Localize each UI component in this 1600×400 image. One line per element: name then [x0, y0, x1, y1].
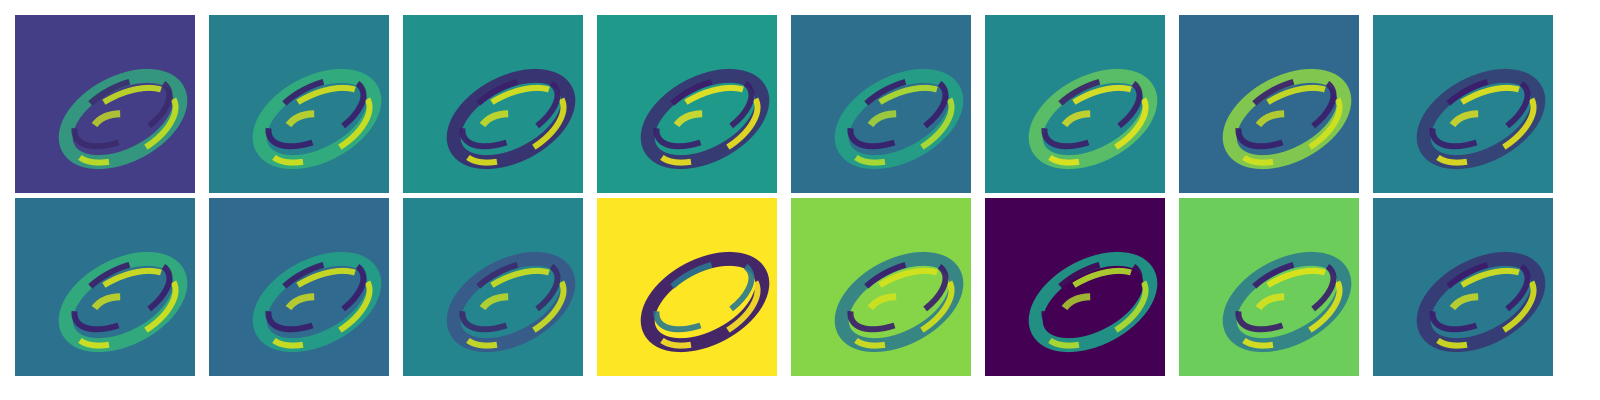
feature-map-image [791, 15, 971, 193]
digit-stroke [640, 68, 770, 170]
feature-map-14 [985, 198, 1165, 376]
feature-map-image [985, 198, 1165, 376]
feature-map-image [209, 15, 389, 193]
feature-map-6 [985, 15, 1165, 193]
feature-map-image [1373, 198, 1553, 376]
feature-map-image [1179, 15, 1359, 193]
feature-map-image [15, 198, 195, 376]
digit-stroke [252, 251, 382, 353]
digit-stroke [640, 251, 770, 353]
digit-stroke [834, 68, 964, 170]
feature-map-13 [791, 198, 971, 376]
digit-stroke [1416, 251, 1546, 353]
digit-stroke [446, 251, 576, 353]
digit-stroke [1416, 68, 1546, 170]
digit-stroke [834, 251, 964, 353]
feature-map-image [15, 15, 195, 193]
digit-stroke [58, 251, 188, 353]
feature-map-10 [209, 198, 389, 376]
feature-map-9 [15, 198, 195, 376]
feature-map-image [403, 198, 583, 376]
digit-stroke [1028, 68, 1158, 170]
feature-map-image [791, 198, 971, 376]
digit-stroke [252, 68, 382, 170]
feature-map-image [403, 15, 583, 193]
digit-stroke [58, 68, 188, 170]
feature-map-image [597, 198, 777, 376]
digit-stroke [1222, 251, 1352, 353]
feature-map-3 [403, 15, 583, 193]
feature-map-12 [597, 198, 777, 376]
feature-map-image [209, 198, 389, 376]
digit-stroke [1222, 68, 1352, 170]
feature-map-1 [15, 15, 195, 193]
digit-stroke [446, 68, 576, 170]
feature-map-4 [597, 15, 777, 193]
feature-map-image [597, 15, 777, 193]
feature-map-11 [403, 198, 583, 376]
feature-map-image [1373, 15, 1553, 193]
feature-map-7 [1179, 15, 1359, 193]
feature-map-15 [1179, 198, 1359, 376]
feature-map-2 [209, 15, 389, 193]
feature-map-8 [1373, 15, 1553, 193]
feature-map-5 [791, 15, 971, 193]
digit-stroke [1028, 251, 1158, 353]
feature-map-16 [1373, 198, 1553, 376]
feature-map-image [1179, 198, 1359, 376]
feature-map-image [985, 15, 1165, 193]
